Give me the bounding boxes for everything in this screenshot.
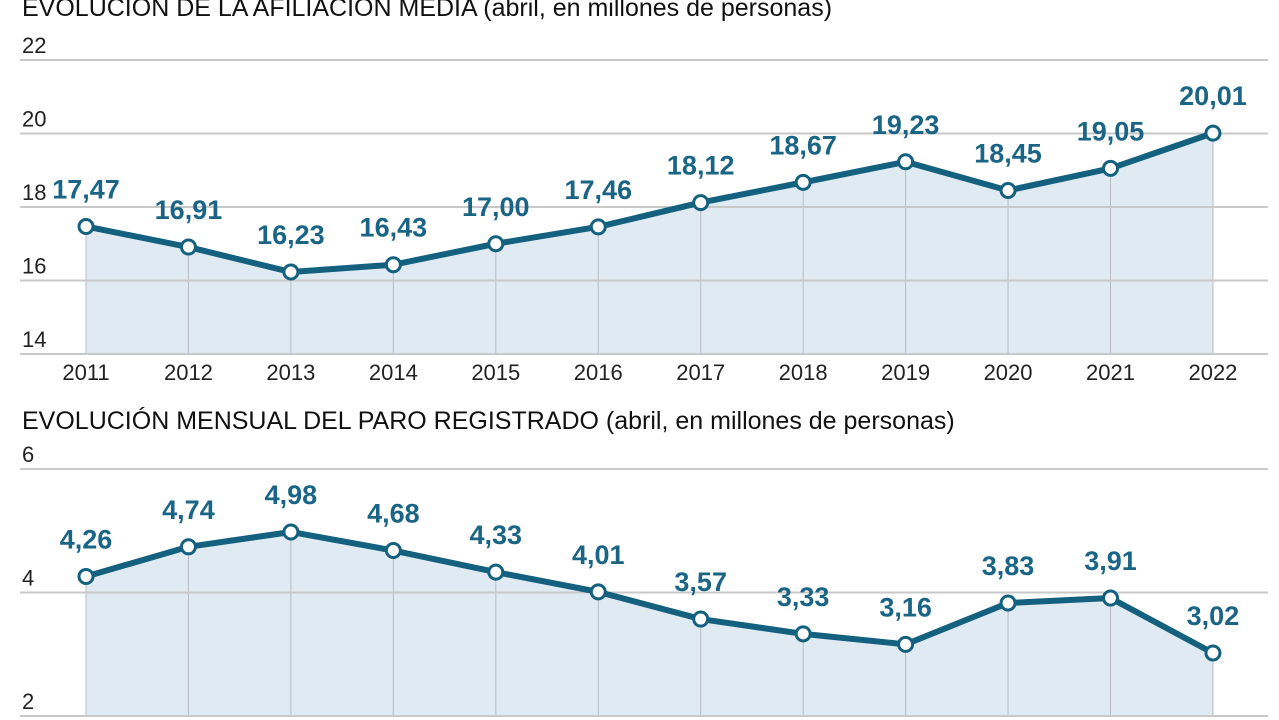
x-tick-label: 2013 <box>266 360 315 385</box>
data-point <box>1102 159 1119 177</box>
data-point <box>999 594 1017 612</box>
data-label: 18,12 <box>667 151 735 181</box>
data-label: 4,98 <box>265 480 318 510</box>
data-label: 3,16 <box>879 592 932 622</box>
data-label: 3,33 <box>777 582 830 612</box>
area-fill <box>86 133 1213 354</box>
y-tick-label: 20 <box>22 107 46 132</box>
chart-title-afiliacion: EVOLUCIÓN DE LA AFILIACIÓN MEDIA (abril,… <box>22 0 832 22</box>
series-line <box>85 528 1215 656</box>
data-label: 18,67 <box>769 130 837 160</box>
data-point <box>589 218 607 236</box>
data-label: 19,05 <box>1077 116 1145 146</box>
data-label: 4,01 <box>572 540 625 570</box>
data-point <box>692 194 710 212</box>
data-point <box>794 625 812 643</box>
data-label: 16,43 <box>360 213 428 243</box>
y-tick-label: 22 <box>22 33 46 58</box>
data-point <box>179 238 197 256</box>
data-label: 4,74 <box>162 495 215 525</box>
data-point <box>999 181 1017 199</box>
y-tick-label: 14 <box>22 327 46 352</box>
x-tick-label: 2022 <box>1188 360 1237 385</box>
data-label: 16,91 <box>155 195 223 225</box>
data-label: 4,26 <box>60 524 113 554</box>
data-point <box>1204 644 1222 662</box>
x-tick-label: 2015 <box>471 360 520 385</box>
x-tick-label: 2019 <box>881 360 930 385</box>
data-point <box>487 563 505 581</box>
data-label: 3,57 <box>674 567 727 597</box>
x-tick-label: 2014 <box>369 360 418 385</box>
data-point <box>589 583 607 601</box>
x-tick-label: 2018 <box>779 360 828 385</box>
data-label: 4,33 <box>470 520 523 550</box>
data-point <box>1204 124 1222 142</box>
data-label: 4,68 <box>367 499 420 529</box>
y-tick-label: 16 <box>22 254 46 279</box>
data-point <box>487 235 505 253</box>
data-point <box>282 263 300 281</box>
data-label: 16,23 <box>257 220 325 250</box>
x-tick-label: 2011 <box>62 360 109 385</box>
chart-panel-1: 2 4 6 4,26 4,74 4,98 4,68 4,33 4,01 3,57 3,33 3,16 3… <box>20 442 1268 717</box>
y-tick-label: 4 <box>22 566 34 591</box>
data-label: 17,00 <box>462 192 530 222</box>
data-point <box>384 256 402 274</box>
series-line <box>85 130 1214 276</box>
y-tick-label: 18 <box>22 180 46 205</box>
data-point <box>179 538 197 556</box>
data-label: 3,83 <box>982 551 1035 581</box>
chart-title-paro: EVOLUCIÓN MENSUAL DEL PARO REGISTRADO (a… <box>22 406 955 435</box>
data-label: 20,01 <box>1179 81 1247 111</box>
data-label: 3,02 <box>1187 601 1240 631</box>
x-tick-label: 2017 <box>676 360 725 385</box>
data-point <box>77 567 95 585</box>
data-point <box>897 635 915 653</box>
x-tick-label: 2016 <box>574 360 623 385</box>
x-tick-label: 2012 <box>164 360 213 385</box>
area-fill <box>86 531 1213 716</box>
data-point <box>282 523 300 541</box>
y-tick-label: 2 <box>22 689 34 714</box>
data-label: 3,91 <box>1084 546 1137 576</box>
data-point <box>384 542 402 560</box>
data-label: 17,47 <box>52 174 120 204</box>
data-label: 18,45 <box>974 138 1042 168</box>
data-point <box>897 153 915 171</box>
y-tick-label: 6 <box>22 442 34 467</box>
data-point <box>692 610 710 628</box>
x-tick-label: 2021 <box>1086 360 1135 385</box>
data-point <box>1102 589 1119 607</box>
data-label: 19,23 <box>872 110 940 140</box>
data-label: 17,46 <box>564 175 632 205</box>
data-point <box>77 217 95 235</box>
x-tick-label: 2020 <box>984 360 1033 385</box>
data-point <box>794 173 812 191</box>
